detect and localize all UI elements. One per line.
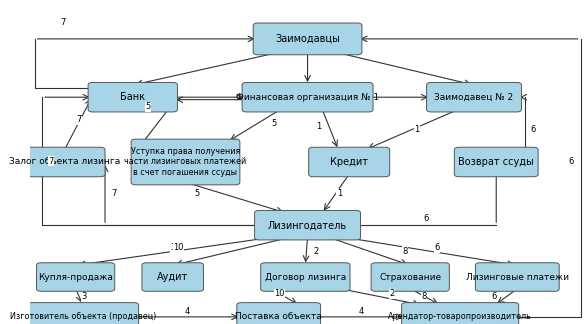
Text: 4: 4 (359, 307, 364, 316)
Text: Договор лизинга: Договор лизинга (265, 272, 346, 282)
Text: 1: 1 (415, 125, 420, 134)
Text: Уступка права получения
части лизинговых платежей
в счет погашения ссуды: Уступка права получения части лизинговых… (125, 147, 247, 177)
Text: 6: 6 (424, 214, 429, 223)
FancyBboxPatch shape (253, 23, 362, 55)
Text: 7: 7 (76, 115, 81, 124)
Text: Поставка объекта: Поставка объекта (235, 312, 322, 321)
Text: 7: 7 (112, 189, 117, 198)
Text: Арендатор-товаропроизводитель: Арендатор-товаропроизводитель (388, 312, 532, 321)
Text: 3: 3 (171, 243, 176, 252)
Text: Изготовитель объекта (продавец): Изготовитель объекта (продавец) (9, 312, 156, 321)
Text: 3: 3 (81, 293, 87, 301)
FancyBboxPatch shape (131, 139, 240, 185)
Text: 10: 10 (173, 243, 184, 252)
Text: Лизингодатель: Лизингодатель (268, 220, 347, 230)
Text: Заимодавец № 2: Заимодавец № 2 (435, 93, 514, 102)
Text: 4: 4 (185, 307, 190, 316)
Text: 2: 2 (314, 247, 319, 256)
Text: 1: 1 (316, 122, 321, 131)
FancyBboxPatch shape (371, 263, 449, 291)
FancyBboxPatch shape (254, 211, 360, 240)
FancyBboxPatch shape (261, 263, 350, 291)
Text: 5: 5 (271, 119, 277, 128)
Text: 7: 7 (49, 157, 54, 166)
FancyBboxPatch shape (88, 83, 177, 112)
Text: 10: 10 (274, 289, 285, 298)
Text: 8: 8 (422, 293, 427, 301)
Text: Возврат ссуды: Возврат ссуды (458, 157, 534, 167)
Text: 7: 7 (61, 18, 66, 27)
FancyBboxPatch shape (36, 263, 115, 291)
Text: Страхование: Страхование (379, 272, 441, 282)
Text: 6: 6 (569, 157, 574, 166)
Text: 6: 6 (530, 125, 535, 134)
FancyBboxPatch shape (455, 147, 538, 177)
FancyBboxPatch shape (142, 263, 204, 291)
Text: 5: 5 (194, 189, 199, 198)
Text: 8: 8 (402, 247, 407, 256)
Text: Заимодавцы: Заимодавцы (275, 34, 340, 44)
FancyBboxPatch shape (27, 303, 139, 324)
FancyBboxPatch shape (237, 303, 321, 324)
Text: 1: 1 (337, 189, 342, 198)
FancyBboxPatch shape (24, 147, 105, 177)
Text: 5: 5 (146, 102, 151, 111)
Text: Лизинговые платежи: Лизинговые платежи (466, 272, 569, 282)
FancyBboxPatch shape (309, 147, 390, 177)
FancyBboxPatch shape (476, 263, 559, 291)
Text: Купля-продажа: Купля-продажа (38, 272, 113, 282)
Text: Финансовая организация № 1: Финансовая организация № 1 (236, 93, 379, 102)
FancyBboxPatch shape (402, 303, 519, 324)
Text: Банк: Банк (121, 92, 145, 102)
Text: Кредит: Кредит (330, 157, 368, 167)
Text: 2: 2 (390, 289, 395, 298)
Text: 6: 6 (434, 243, 439, 252)
Text: 6: 6 (491, 293, 497, 301)
FancyBboxPatch shape (242, 83, 373, 112)
Text: Залог объекта лизинга: Залог объекта лизинга (9, 157, 120, 167)
Text: Аудит: Аудит (157, 272, 188, 282)
FancyBboxPatch shape (426, 83, 521, 112)
